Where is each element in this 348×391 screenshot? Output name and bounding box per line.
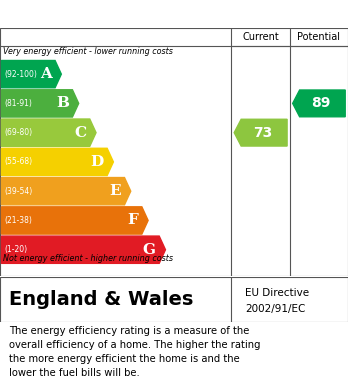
- Text: Potential: Potential: [298, 32, 340, 42]
- Text: Current: Current: [242, 32, 279, 42]
- Polygon shape: [1, 148, 113, 176]
- Text: Very energy efficient - lower running costs: Very energy efficient - lower running co…: [3, 47, 173, 56]
- Text: D: D: [90, 155, 104, 169]
- Polygon shape: [1, 178, 131, 205]
- Text: (55-68): (55-68): [4, 158, 32, 167]
- Polygon shape: [1, 207, 148, 234]
- Polygon shape: [1, 90, 79, 117]
- Text: 73: 73: [253, 126, 272, 140]
- Text: (81-91): (81-91): [4, 99, 32, 108]
- Polygon shape: [293, 90, 345, 117]
- Text: F: F: [127, 213, 139, 228]
- Text: C: C: [74, 126, 86, 140]
- Polygon shape: [1, 61, 61, 88]
- Text: (92-100): (92-100): [4, 70, 37, 79]
- Text: (1-20): (1-20): [4, 245, 27, 254]
- Text: (39-54): (39-54): [4, 187, 32, 196]
- Polygon shape: [1, 119, 96, 146]
- Text: 2002/91/EC: 2002/91/EC: [245, 305, 306, 314]
- Text: (69-80): (69-80): [4, 128, 32, 137]
- Text: England & Wales: England & Wales: [9, 290, 193, 309]
- Text: The energy efficiency rating is a measure of the
overall efficiency of a home. T: The energy efficiency rating is a measur…: [9, 326, 260, 378]
- Text: 89: 89: [311, 97, 331, 110]
- Text: (21-38): (21-38): [4, 216, 32, 225]
- Text: Not energy efficient - higher running costs: Not energy efficient - higher running co…: [3, 254, 174, 263]
- Text: B: B: [56, 97, 69, 110]
- Polygon shape: [1, 236, 165, 264]
- Text: E: E: [109, 184, 121, 198]
- Text: Energy Efficiency Rating: Energy Efficiency Rating: [9, 5, 219, 20]
- Text: EU Directive: EU Directive: [245, 288, 309, 298]
- Text: A: A: [40, 67, 52, 81]
- Text: G: G: [143, 243, 156, 257]
- Polygon shape: [234, 119, 287, 146]
